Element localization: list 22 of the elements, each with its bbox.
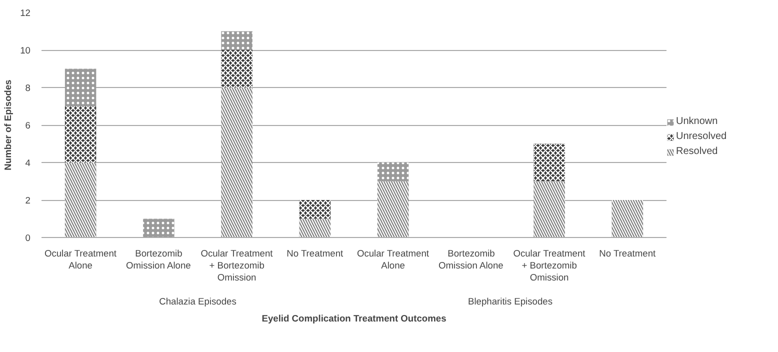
x-tick-label: Ocular Treatment Alone bbox=[44, 248, 117, 270]
legend-label: Resolved bbox=[676, 146, 718, 157]
x-tick-label: Ocular Treatment + Bortezomib Omission bbox=[200, 248, 274, 282]
x-tick-label: Ocular Treatment Alone bbox=[356, 248, 430, 270]
x-tick-label: Ocular Treatment + Bortezomib Omission bbox=[513, 248, 586, 282]
y-tick-label: 12 bbox=[20, 8, 31, 18]
x-tick-label: No Treatment bbox=[286, 248, 344, 258]
y-tick-label: 6 bbox=[25, 120, 31, 130]
y-tick-label: 2 bbox=[25, 196, 31, 206]
y-tick-label: 4 bbox=[25, 158, 31, 168]
y-axis-title: Number of Episodes bbox=[3, 80, 14, 170]
x-axis-title: Eyelid Complication Treatment Outcomes bbox=[262, 314, 446, 324]
legend-label: Unknown bbox=[676, 116, 718, 127]
legend-label: Unresolved bbox=[676, 131, 727, 142]
text: Blepharitis Episodes bbox=[468, 296, 553, 306]
text: Chalazia Episodes bbox=[159, 296, 237, 306]
x-tick-label: No Treatment bbox=[599, 248, 656, 258]
x-tick-label: Bortezomib Omission Alone bbox=[126, 248, 191, 270]
x-tick-label: Bortezomib Omission Alone bbox=[438, 248, 504, 270]
y-tick-label: 10 bbox=[20, 46, 31, 56]
y-tick-label: 8 bbox=[25, 83, 31, 93]
y-tick-label: 0 bbox=[25, 233, 31, 243]
